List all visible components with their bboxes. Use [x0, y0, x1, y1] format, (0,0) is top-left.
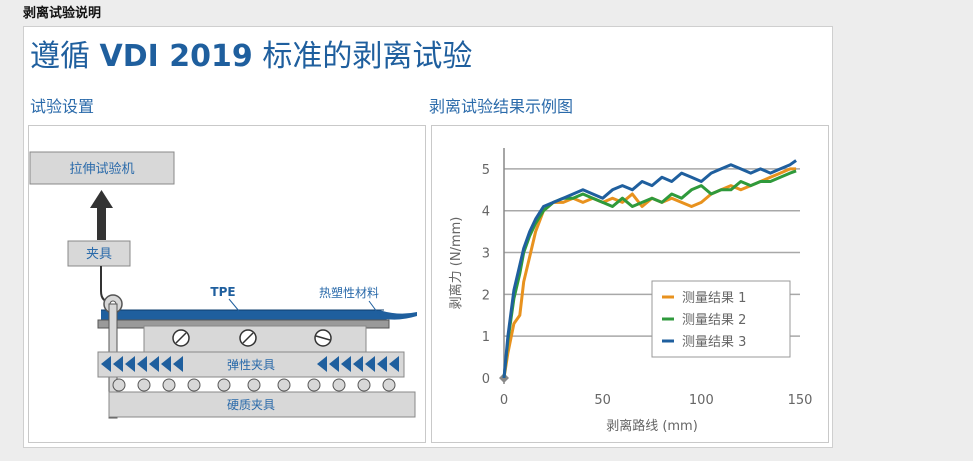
- elastic-clamp-label: 弹性夹具: [227, 358, 275, 372]
- tensile-machine-box: [29, 151, 175, 185]
- y-tick-label: 5: [482, 163, 490, 178]
- y-tick-label: 3: [482, 247, 490, 262]
- left-arrows-icon: [101, 356, 183, 372]
- elastic-clamp-box: [97, 351, 405, 378]
- chart-frame: 0 1 2 3 4 5 0 50 100 150 剥离路线 (mm) 剥离力 (N/mm) 测量结果 …: [431, 125, 829, 443]
- main-title-standard: VDI 2019: [99, 39, 253, 74]
- pull-arrow-shaft: [97, 206, 106, 240]
- ball-bearings-icon: [112, 378, 396, 392]
- hard-clamp-label: 硬质夹具: [227, 398, 275, 412]
- tensile-machine-label: 拉伸试验机: [69, 161, 134, 177]
- x-axis-label: 剥离路线 (mm): [606, 418, 698, 434]
- main-title-prefix: 遵循: [30, 39, 90, 74]
- pull-arrow-head: [90, 190, 113, 208]
- legend-label: 测量结果 3: [682, 335, 746, 350]
- hard-clamp-box: [108, 391, 416, 418]
- setup-diagram-frame: 拉伸试验机 夹具 TPE 热塑性材料: [28, 125, 426, 443]
- thermoplastic-label: 热塑性材料: [319, 285, 379, 300]
- chart-section-title: 剥离试验结果示例图: [429, 97, 574, 116]
- right-arrows-icon: [317, 356, 399, 372]
- legend-box: [651, 280, 791, 358]
- series-line-3: [502, 159, 797, 379]
- y-tick-label: 2: [482, 288, 490, 303]
- y-tick-label: 4: [482, 205, 490, 220]
- tpe-edge: [379, 310, 417, 320]
- content-panel: 遵循 VDI 2019 标准的剥离试验 试验设置 剥离试验结果示例图 拉伸试验机…: [23, 26, 833, 448]
- setup-diagram: 拉伸试验机 夹具 TPE 热塑性材料: [29, 151, 417, 419]
- series-line-2: [502, 169, 797, 379]
- screw-icon: [239, 329, 257, 347]
- tpe-layer: [101, 310, 389, 322]
- series-line-1: [502, 167, 797, 379]
- screw-icon: [314, 329, 332, 347]
- clamp-box: [67, 240, 131, 267]
- y-tick-label: 1: [482, 330, 490, 345]
- x-tick-label: 50: [594, 393, 611, 408]
- tpe-label: TPE: [210, 285, 235, 299]
- y-axis-label: 剥离力 (N/mm): [448, 217, 464, 310]
- x-tick-label: 100: [689, 393, 714, 408]
- thermoplastic-leader-line: [368, 300, 384, 321]
- legend-label: 测量结果 1: [682, 291, 746, 306]
- clamp-label: 夹具: [86, 247, 112, 262]
- setup-section-title: 试验设置: [30, 97, 95, 116]
- tpe-leader-line: [228, 298, 240, 312]
- legend-label: 测量结果 2: [682, 313, 746, 328]
- screw-icon: [172, 329, 190, 347]
- x-tick-label: 0: [500, 393, 508, 408]
- y-tick-label: 0: [482, 372, 490, 387]
- x-tick-label: 150: [788, 393, 813, 408]
- page-title: 剥离试验说明: [23, 6, 102, 21]
- main-title-suffix: 标准的剥离试验: [262, 39, 473, 74]
- main-title: 遵循 VDI 2019 标准的剥离试验: [30, 31, 472, 75]
